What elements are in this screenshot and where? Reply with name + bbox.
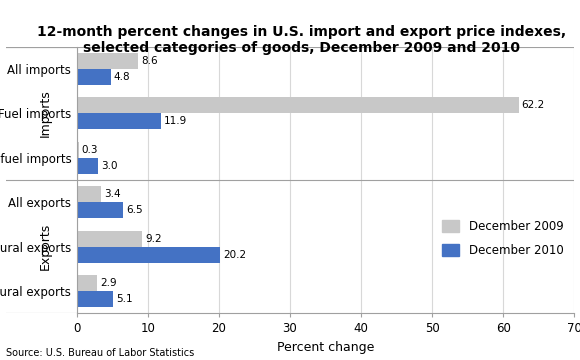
- Text: 5.1: 5.1: [116, 294, 133, 304]
- Text: 4.8: 4.8: [114, 72, 130, 82]
- Text: 8.6: 8.6: [141, 56, 157, 66]
- Bar: [77, 69, 111, 85]
- Text: 3.4: 3.4: [104, 189, 121, 199]
- Bar: [77, 275, 97, 291]
- Bar: [77, 231, 142, 247]
- Bar: [77, 186, 101, 202]
- Text: Imports: Imports: [38, 90, 52, 137]
- Text: 3.0: 3.0: [101, 161, 118, 171]
- Text: 0.3: 0.3: [82, 145, 99, 155]
- Text: 9.2: 9.2: [145, 234, 162, 244]
- Bar: [77, 53, 138, 69]
- Text: 2.9: 2.9: [100, 278, 117, 288]
- Text: Exports: Exports: [38, 223, 52, 270]
- Text: 62.2: 62.2: [521, 100, 545, 111]
- Legend: December 2009, December 2010: December 2009, December 2010: [437, 216, 568, 262]
- Text: 12-month percent changes in U.S. import and export price indexes,
selected categ: 12-month percent changes in U.S. import …: [37, 25, 566, 55]
- Bar: [77, 291, 113, 307]
- Text: 6.5: 6.5: [126, 205, 143, 215]
- Text: Source: U.S. Bureau of Labor Statistics: Source: U.S. Bureau of Labor Statistics: [6, 348, 194, 358]
- Text: 20.2: 20.2: [223, 249, 246, 260]
- Bar: [77, 113, 161, 129]
- Bar: [77, 158, 98, 174]
- X-axis label: Percent change: Percent change: [277, 341, 374, 354]
- Bar: [77, 202, 123, 218]
- Bar: [77, 98, 519, 113]
- Text: 11.9: 11.9: [164, 116, 187, 126]
- Bar: [77, 142, 79, 158]
- Bar: [77, 247, 220, 262]
